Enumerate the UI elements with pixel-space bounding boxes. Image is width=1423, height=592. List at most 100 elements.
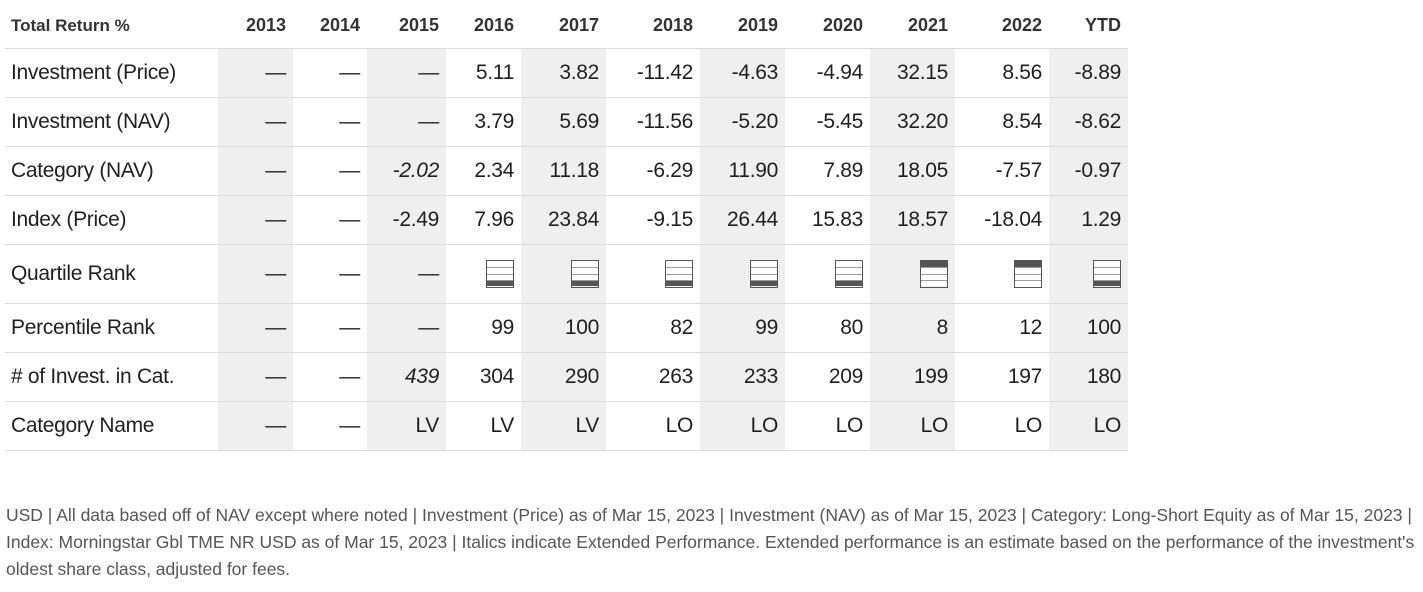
header-year-2020: 2020 <box>822 15 863 35</box>
quartile-rank-icon <box>920 260 948 288</box>
quartile-band <box>921 267 947 274</box>
table-row: # of Invest. in Cat. — — 439 304 290 263… <box>5 352 1128 402</box>
table-cell: 12 <box>955 303 1049 353</box>
table-cell: 3.82 <box>521 48 606 98</box>
table-cell: -2.49 <box>367 195 446 245</box>
table-cell: -4.94 <box>785 48 870 98</box>
table-cell: 99 <box>700 303 785 353</box>
table-cell: LO <box>606 401 700 451</box>
table-cell: — <box>367 244 446 304</box>
table-cell: -5.45 <box>785 97 870 147</box>
quartile-band <box>666 273 692 280</box>
table-cell: — <box>367 97 446 147</box>
quartile-rank-icon <box>665 260 693 288</box>
quartile-cell <box>521 244 606 304</box>
header-ytd: YTD <box>1085 15 1121 35</box>
table-cell: 18.57 <box>870 195 955 245</box>
table-cell: -11.42 <box>606 48 700 98</box>
quartile-band <box>1015 261 1041 268</box>
table-cell: 304 <box>446 352 521 402</box>
table-cell: — <box>293 48 367 98</box>
table-row: Percentile Rank — — — 99 100 82 99 80 8 … <box>5 303 1128 353</box>
table-row: Category (NAV) — — -2.02 2.34 11.18 -6.2… <box>5 146 1128 196</box>
table-cell: 290 <box>521 352 606 402</box>
table-cell: 7.96 <box>446 195 521 245</box>
table-cell: -11.56 <box>606 97 700 147</box>
quartile-band <box>487 273 513 280</box>
quartile-cell <box>870 244 955 304</box>
quartile-band <box>666 261 692 268</box>
table-cell: 8.54 <box>955 97 1049 147</box>
header-title: Total Return % <box>11 15 130 35</box>
table-cell: 11.90 <box>700 146 785 196</box>
table-cell: 99 <box>446 303 521 353</box>
quartile-band <box>1015 273 1041 280</box>
table-cell: LV <box>446 401 521 451</box>
quartile-cell <box>700 244 785 304</box>
table-cell: — <box>293 303 367 353</box>
quartile-band <box>751 267 777 274</box>
table-cell: — <box>293 244 367 304</box>
quartile-band <box>1094 273 1120 280</box>
header-year-2016: 2016 <box>473 15 514 35</box>
header-year-2019: 2019 <box>737 15 778 35</box>
quartile-band <box>1094 267 1120 274</box>
quartile-band <box>1094 261 1120 268</box>
row-label: Index (Price) <box>5 195 218 245</box>
header-year-2015: 2015 <box>398 15 439 35</box>
total-return-table: Total Return % 2013 2014 2015 2016 2017 … <box>5 3 1128 451</box>
header-year-2013: 2013 <box>245 15 286 35</box>
table-cell: 209 <box>785 352 870 402</box>
table-cell: 7.89 <box>785 146 870 196</box>
table-cell: — <box>218 97 293 147</box>
table-cell: 100 <box>521 303 606 353</box>
quartile-cell <box>446 244 521 304</box>
table-cell-extended: -2.02 <box>367 146 446 196</box>
table-cell: -0.97 <box>1049 146 1128 196</box>
table-cell: 15.83 <box>785 195 870 245</box>
table-cell: — <box>293 97 367 147</box>
table-cell: 5.11 <box>446 48 521 98</box>
header-year-2014: 2014 <box>319 15 360 35</box>
quartile-rank-icon <box>1093 260 1121 288</box>
table-cell: 8.56 <box>955 48 1049 98</box>
table-cell: — <box>218 195 293 245</box>
table-cell: LV <box>367 401 446 451</box>
table-cell: — <box>367 303 446 353</box>
table-cell: — <box>367 48 446 98</box>
row-label: Investment (NAV) <box>5 97 218 147</box>
table-cell: 180 <box>1049 352 1128 402</box>
table-cell: -6.29 <box>606 146 700 196</box>
quartile-band <box>921 279 947 286</box>
table-cell: 3.79 <box>446 97 521 147</box>
table-cell: 32.15 <box>870 48 955 98</box>
table-cell: LV <box>521 401 606 451</box>
quartile-band <box>572 279 598 286</box>
table-cell: 100 <box>1049 303 1128 353</box>
table-row: Category Name — — LV LV LV LO LO LO LO L… <box>5 401 1128 451</box>
table-cell: 2.34 <box>446 146 521 196</box>
row-label: Investment (Price) <box>5 48 218 98</box>
quartile-cell <box>1049 244 1128 304</box>
table-cell-extended: 439 <box>367 352 446 402</box>
table-cell: -8.62 <box>1049 97 1128 147</box>
quartile-cell <box>606 244 700 304</box>
row-label: Category (NAV) <box>5 146 218 196</box>
table-cell: — <box>293 195 367 245</box>
header-year-2021: 2021 <box>907 15 948 35</box>
row-label: Quartile Rank <box>5 244 218 304</box>
table-cell: — <box>218 146 293 196</box>
quartile-band <box>572 261 598 268</box>
quartile-band <box>836 279 862 286</box>
quartile-rank-icon <box>571 260 599 288</box>
table-cell: — <box>293 146 367 196</box>
row-label: Percentile Rank <box>5 303 218 353</box>
table-cell: LO <box>785 401 870 451</box>
table-cell: -7.57 <box>955 146 1049 196</box>
table-cell: 197 <box>955 352 1049 402</box>
quartile-band <box>487 267 513 274</box>
table-cell: -18.04 <box>955 195 1049 245</box>
table-cell: — <box>218 401 293 451</box>
table-cell: — <box>218 352 293 402</box>
table-row-quartile: Quartile Rank — — — <box>5 244 1128 304</box>
